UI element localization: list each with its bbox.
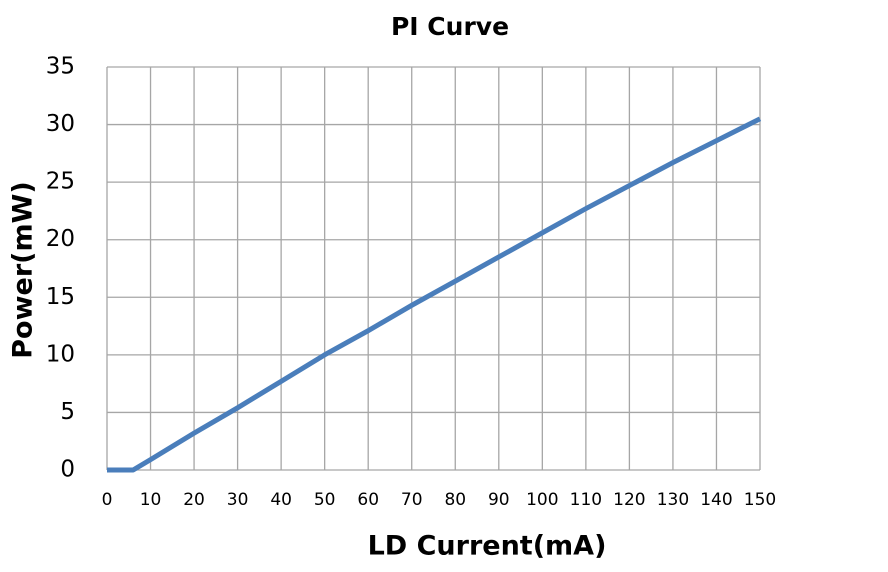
y-tick-label: 25	[46, 169, 75, 195]
y-tick-label: 10	[46, 341, 75, 367]
x-tick-label: 150	[744, 490, 776, 510]
data-line	[107, 116, 762, 473]
x-tick-label: 20	[183, 490, 205, 510]
y-tick-label: 30	[46, 111, 75, 137]
x-tick-label: 60	[357, 490, 379, 510]
y-tick-label: 35	[46, 54, 75, 80]
y-tick-label: 15	[46, 284, 75, 310]
x-tick-label: 80	[444, 490, 466, 510]
y-tick-label: 5	[60, 399, 75, 425]
x-tick-label: 100	[526, 490, 558, 510]
y-tick-label: 20	[46, 226, 75, 252]
x-tick-label: 90	[488, 490, 510, 510]
x-tick-label: 140	[700, 490, 732, 510]
y-tick-label: 0	[60, 457, 75, 483]
chart-title: PI Curve	[391, 12, 509, 41]
x-tick-label: 120	[613, 490, 645, 510]
x-tick-label: 50	[314, 490, 336, 510]
x-tick-label: 40	[270, 490, 292, 510]
x-tick-label: 10	[140, 490, 162, 510]
x-tick-label: 0	[102, 490, 113, 510]
x-tick-label: 30	[227, 490, 249, 510]
x-tick-label: 70	[401, 490, 423, 510]
x-tick-label: 130	[657, 490, 689, 510]
x-axis-title: LD Current(mA)	[368, 531, 607, 562]
x-tick-label: 110	[570, 490, 602, 510]
y-axis-title: Power(mW)	[8, 181, 39, 359]
